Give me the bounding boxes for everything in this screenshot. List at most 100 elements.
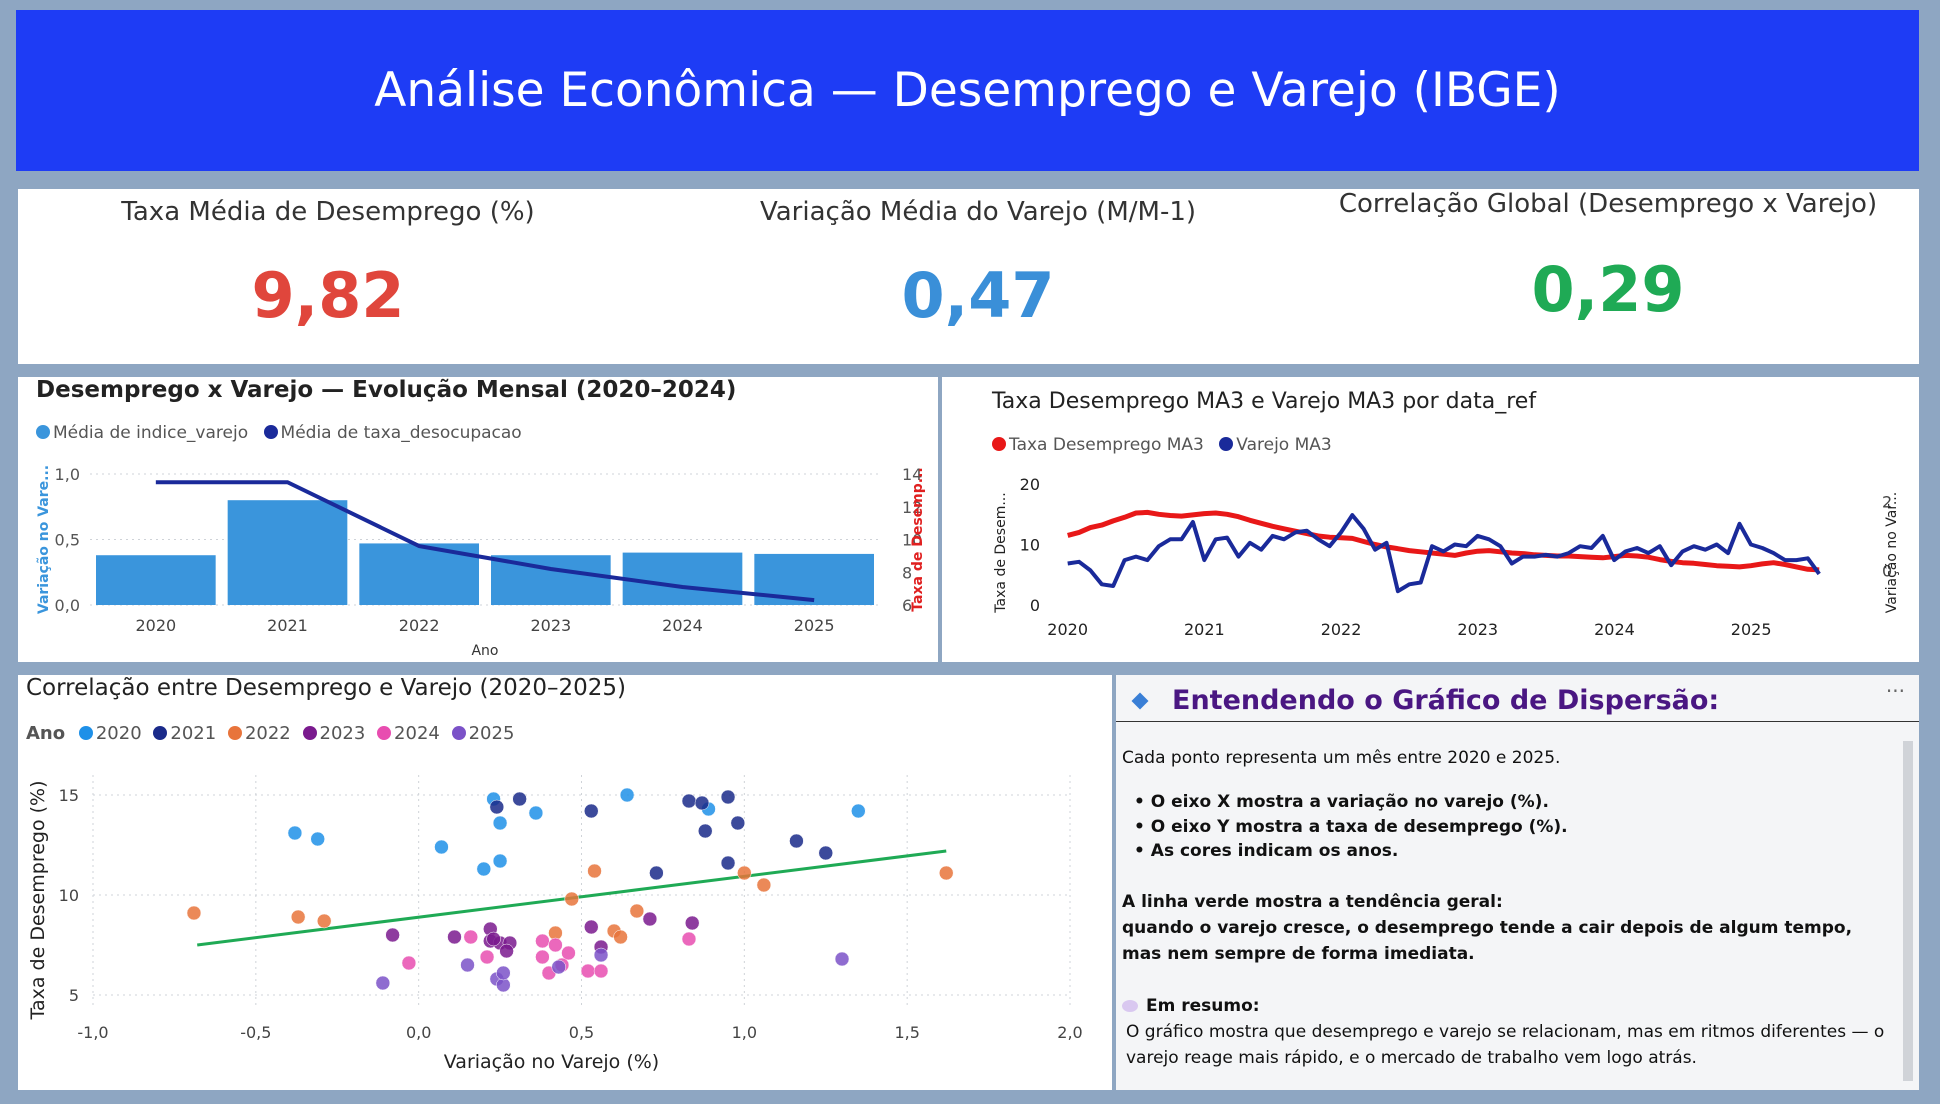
- scatter-point[interactable]: [642, 911, 658, 927]
- legend-dot-icon: [451, 726, 466, 740]
- scatter-point[interactable]: [580, 963, 596, 979]
- scatter-point[interactable]: [720, 855, 736, 871]
- kpi-card-retail[interactable]: Variação Média do Varejo (M/M-1) 0,47: [668, 189, 1288, 364]
- scatter-point[interactable]: [310, 831, 325, 847]
- y2-tick-label: 2: [1882, 492, 1892, 511]
- scatter-point[interactable]: [564, 891, 579, 907]
- scatter-point[interactable]: [698, 823, 713, 839]
- legend-item[interactable]: Média de indice_varejo: [36, 423, 248, 443]
- legend-item[interactable]: 2023: [302, 723, 365, 744]
- y2-tick-label: 10: [902, 531, 922, 550]
- scatter-point[interactable]: [587, 863, 602, 879]
- scatter-point[interactable]: [584, 919, 599, 935]
- scatter-point[interactable]: [818, 845, 833, 861]
- scatter-point[interactable]: [492, 853, 508, 869]
- scatter-point[interactable]: [316, 913, 332, 929]
- scatter-point[interactable]: [684, 915, 700, 931]
- scatter-point[interactable]: [499, 943, 514, 959]
- x-axis-label: Ano: [471, 643, 498, 659]
- scatter-chart-panel[interactable]: Correlação entre Desemprego e Varejo (20…: [18, 675, 1112, 1090]
- explanation-intro: Cada ponto representa um mês entre 2020 …: [1122, 748, 1561, 768]
- scatter-point[interactable]: [401, 955, 417, 971]
- scatter-point[interactable]: [447, 929, 462, 945]
- scatter-point[interactable]: [476, 861, 492, 877]
- scatter-point[interactable]: [375, 975, 391, 991]
- scatter-point[interactable]: [694, 795, 710, 811]
- report-title: Análise Econômica — Desemprego e Varejo …: [374, 63, 1561, 118]
- x-tick-label: 2022: [399, 616, 440, 635]
- x-tick-label: 0,0: [406, 1023, 431, 1042]
- scatter-point[interactable]: [492, 815, 508, 831]
- scatter-point[interactable]: [186, 905, 202, 921]
- scatter-point[interactable]: [593, 947, 609, 963]
- x-tick-label: 2021: [267, 616, 308, 635]
- bar[interactable]: [227, 500, 348, 605]
- legend-item[interactable]: 2021: [153, 723, 216, 744]
- scatter-point[interactable]: [584, 803, 599, 819]
- scatter-point[interactable]: [385, 927, 400, 943]
- trend-heading: A linha verde mostra a tendência geral:: [1122, 892, 1503, 912]
- legend-item[interactable]: 2022: [227, 723, 291, 744]
- scatter-point[interactable]: [720, 789, 736, 805]
- scatter-point[interactable]: [535, 949, 550, 965]
- chart-title: Desemprego x Varejo — Evolução Mensal (2…: [36, 377, 737, 403]
- kpi-value: 0,47: [901, 259, 1055, 332]
- scatter-point[interactable]: [619, 787, 635, 803]
- scatter-point[interactable]: [681, 931, 697, 947]
- scatter-point[interactable]: [834, 951, 850, 967]
- scatter-point[interactable]: [756, 877, 772, 893]
- scatter-point[interactable]: [593, 963, 609, 979]
- scatter-point[interactable]: [851, 803, 866, 819]
- scatter-point[interactable]: [561, 945, 576, 961]
- scatter-point[interactable]: [551, 959, 566, 975]
- kpi-card-correlation[interactable]: Correlação Global (Desemprego x Varejo) …: [1298, 189, 1918, 364]
- combo-chart: 2020 2021 2022 2023 2024 2025 0,0 0,5 1,0 6 8 10 12 1…: [36, 465, 926, 659]
- scatter-point[interactable]: [737, 865, 752, 881]
- legend-item[interactable]: Média de taxa_desocupacao: [263, 423, 522, 443]
- bar[interactable]: [622, 552, 743, 605]
- x-tick-label: 2025: [1731, 620, 1772, 639]
- kpi-label: Variação Média do Varejo (M/M-1): [759, 197, 1197, 227]
- scatter-point[interactable]: [681, 793, 697, 809]
- x-tick-label: 1,5: [894, 1023, 919, 1042]
- scatter-point[interactable]: [290, 909, 306, 925]
- combo-chart-panel[interactable]: Desemprego x Varejo — Evolução Mensal (2…: [18, 377, 938, 662]
- legend-item[interactable]: 2025: [451, 723, 514, 744]
- legend-item[interactable]: Taxa Desemprego MA3: [992, 435, 1204, 455]
- x-tick-label: 2023: [530, 616, 571, 635]
- legend-item[interactable]: 2020: [78, 723, 142, 744]
- scatter-point[interactable]: [479, 949, 495, 965]
- scatter-point[interactable]: [460, 957, 475, 973]
- scatter-point[interactable]: [613, 929, 628, 945]
- legend-dot-icon: [36, 425, 50, 439]
- scatter-point[interactable]: [512, 791, 527, 807]
- kpi-value: 9,82: [251, 259, 405, 332]
- scatter-point[interactable]: [528, 805, 544, 821]
- scatter-point[interactable]: [535, 933, 550, 949]
- scatter-point[interactable]: [489, 799, 505, 815]
- scatter-point[interactable]: [548, 937, 563, 953]
- scatter-point[interactable]: [463, 929, 479, 945]
- scatter-point[interactable]: [649, 865, 664, 881]
- scatter-point[interactable]: [730, 815, 746, 831]
- scrollbar[interactable]: [1903, 741, 1913, 1081]
- explanation-bullet: • As cores indicam os anos.: [1134, 841, 1399, 861]
- bar[interactable]: [96, 555, 216, 605]
- scatter-point[interactable]: [629, 903, 645, 919]
- more-options-icon[interactable]: ···: [1885, 679, 1905, 703]
- x-axis-label: Variação no Varejo (%): [444, 1051, 659, 1073]
- scatter-point[interactable]: [938, 865, 954, 881]
- kpi-value: 0,29: [1531, 253, 1685, 326]
- series-line: [155, 480, 815, 603]
- scatter-point[interactable]: [486, 931, 501, 947]
- scatter-point[interactable]: [434, 839, 449, 855]
- ma3-chart-panel[interactable]: Taxa Desemprego MA3 e Varejo MA3 por dat…: [942, 377, 1919, 662]
- y-tick-label: 10: [59, 886, 79, 905]
- scatter-point[interactable]: [789, 833, 804, 849]
- legend-item[interactable]: 2024: [377, 723, 440, 744]
- scatter-point[interactable]: [496, 965, 511, 981]
- kpi-card-unemployment[interactable]: Taxa Média de Desemprego (%) 9,82: [18, 189, 638, 364]
- scatter-point[interactable]: [287, 825, 303, 841]
- chart-legend: Taxa Desemprego MA3 Varejo MA3: [992, 435, 1342, 455]
- legend-item[interactable]: Varejo MA3: [1219, 435, 1332, 455]
